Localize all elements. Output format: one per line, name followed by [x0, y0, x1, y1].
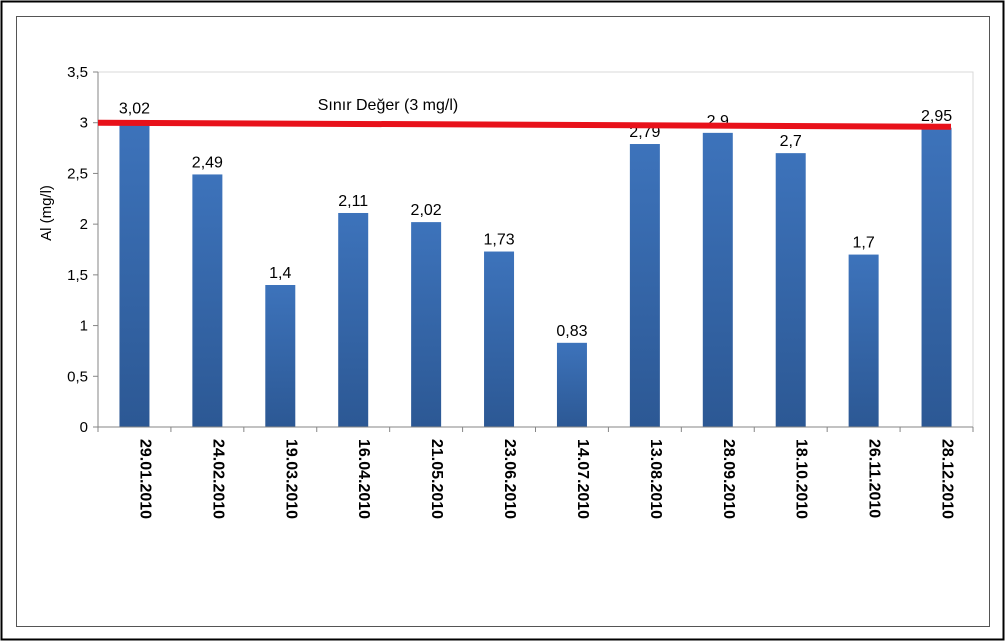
x-tick-label: 29.01.2010: [136, 439, 153, 519]
y-tick-label: 2,5: [67, 165, 88, 182]
data-label: 1,4: [269, 265, 291, 282]
bar: [119, 120, 150, 427]
data-label: 1,73: [483, 232, 514, 249]
y-axis-title: Al (mg/l): [38, 185, 55, 241]
bar: [484, 251, 515, 427]
x-tick-label: 28.12.2010: [939, 439, 956, 519]
data-label: 2,95: [921, 108, 952, 125]
data-label: 2,02: [411, 202, 442, 219]
x-tick-label: 16.04.2010: [355, 439, 372, 519]
y-tick-label: 2: [80, 216, 88, 233]
bar: [192, 174, 223, 427]
x-tick-label: 24.02.2010: [209, 439, 226, 519]
data-label: 2,7: [780, 133, 802, 150]
data-label: 1,7: [853, 235, 875, 252]
bar: [775, 153, 806, 427]
bar: [921, 127, 952, 428]
bar: [265, 285, 296, 427]
y-tick-label: 0,5: [67, 368, 88, 385]
data-label: 3,02: [119, 101, 150, 118]
y-tick-label: 3: [80, 115, 88, 132]
data-label: 2,49: [192, 154, 223, 171]
x-tick-label: 23.06.2010: [501, 439, 518, 519]
limit-line: [97, 119, 952, 130]
x-tick-label: 13.08.2010: [647, 439, 664, 519]
bars: [119, 120, 952, 428]
x-axis: 29.01.2010 24.02.2010 19.03.2010 16.04.2010…: [97, 426, 974, 519]
data-label: 2,11: [338, 193, 368, 210]
y-tick-label: 1: [80, 318, 88, 335]
limit-line-label: Sınır Değer (3 mg/l): [318, 97, 458, 114]
bar: [338, 212, 369, 427]
x-tick-label: 19.03.2010: [282, 439, 299, 519]
data-labels: 3,022,491,42,112,021,730,832,792,92,71,7…: [119, 101, 952, 340]
bar: [411, 222, 442, 427]
y-tick-label: 1,5: [67, 267, 88, 284]
y-tick-label: 3,5: [67, 64, 88, 81]
bar: [556, 342, 587, 427]
x-tick-label: 21.05.2010: [428, 439, 445, 519]
x-tick-label: 14.07.2010: [574, 439, 591, 519]
bar: [702, 132, 733, 427]
y-tick-label: 0: [80, 419, 88, 436]
x-tick-label: 26.11.2010: [866, 439, 883, 518]
bar: [848, 254, 879, 427]
x-tick-label: 18.10.2010: [793, 439, 810, 519]
data-label: 0,83: [556, 323, 587, 340]
x-tick-label: 28.09.2010: [720, 439, 737, 519]
y-axis: 0 0,5 1 1,5 2 2,5 3 3,5: [67, 64, 99, 436]
bar: [629, 144, 660, 427]
chart-area-border: [16, 16, 990, 627]
